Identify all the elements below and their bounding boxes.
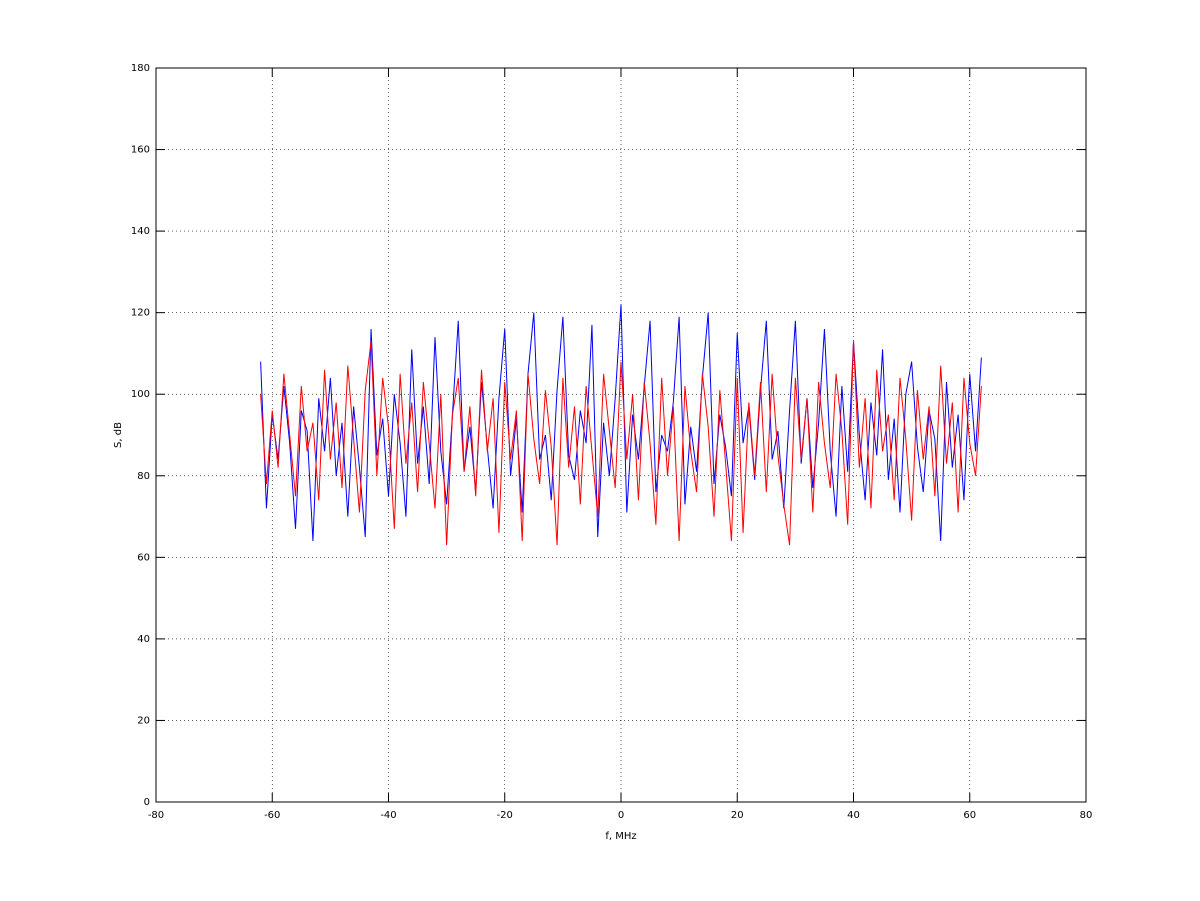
x-tick-label: 20	[731, 810, 744, 821]
axes-box	[155, 67, 1087, 803]
y-tick-label: 140	[131, 226, 150, 237]
series-line	[260, 341, 982, 546]
series-line	[260, 304, 982, 542]
x-tick-label: -40	[380, 810, 396, 821]
x-tick-label: 80	[1080, 810, 1093, 821]
x-tick-label: 60	[963, 810, 976, 821]
x-tick-label: -20	[497, 810, 513, 821]
x-tick-label: -60	[264, 810, 280, 821]
plot-area	[156, 68, 1086, 802]
y-axis-label: S, dB	[113, 422, 124, 448]
y-tick-label: 120	[131, 308, 150, 319]
y-tick-label: 180	[131, 63, 150, 74]
x-tick-label: 0	[618, 810, 624, 821]
y-tick-label: 20	[137, 715, 150, 726]
y-tick-label: 40	[137, 634, 150, 645]
x-tick-label: 40	[847, 810, 860, 821]
y-tick-label: 160	[131, 145, 150, 156]
y-tick-label: 0	[144, 797, 150, 808]
x-axis-label: f, MHz	[605, 831, 636, 842]
y-tick-label: 100	[131, 389, 150, 400]
x-tick-label: -80	[148, 810, 164, 821]
y-tick-label: 60	[137, 552, 150, 563]
y-tick-label: 80	[137, 471, 150, 482]
